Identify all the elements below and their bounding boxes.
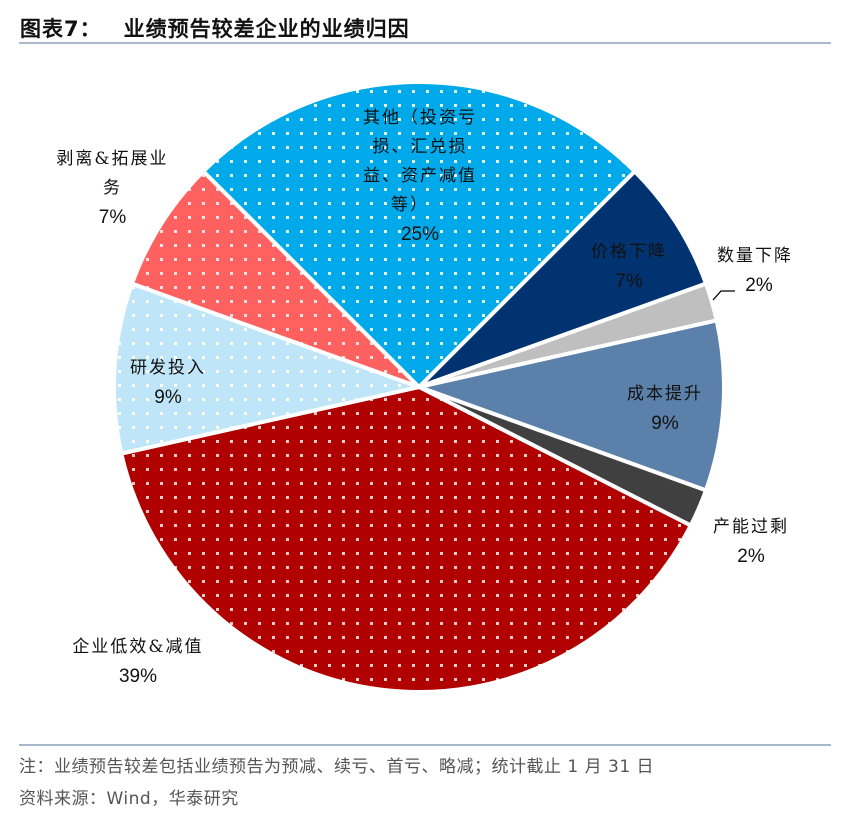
figure-title: 图表7： 业绩预告较差企业的业绩归因 xyxy=(20,13,410,43)
pie-slice xyxy=(417,318,726,493)
label-pct: 2% xyxy=(737,546,765,567)
pie-slices xyxy=(112,80,726,694)
label-pct: 2% xyxy=(745,275,773,296)
label-overcapacity: 产能过剩 2% xyxy=(696,513,806,571)
label-volume-decline: 数量下降 2% xyxy=(700,242,810,300)
label-text: 数量下降 xyxy=(717,246,793,266)
label-pct: 25% xyxy=(400,224,440,245)
label-text: 等） xyxy=(391,195,429,215)
pie-slice xyxy=(130,169,421,389)
label-text: 产能过剩 xyxy=(713,517,789,537)
figure-label: 图表7： xyxy=(20,17,102,41)
label-text: 务 xyxy=(103,178,122,198)
label-price-decline: 价格下降 7% xyxy=(570,238,688,296)
label-other: 其他（投资亏 损、汇兑损 益、资产减值 等） 25% xyxy=(340,104,500,249)
label-pct: 9% xyxy=(154,387,182,408)
label-text: 成本提升 xyxy=(627,384,703,404)
label-cost-increase: 成本提升 9% xyxy=(610,380,720,438)
pie-slice xyxy=(119,385,693,694)
leader-line xyxy=(712,290,735,301)
title-divider xyxy=(19,42,831,44)
label-text: 损、汇兑损 xyxy=(372,137,468,157)
label-divestiture: 剥离&拓展业 务 7% xyxy=(40,145,185,232)
label-text: 其他（投资亏 xyxy=(363,108,477,128)
label-text: 益、资产减值 xyxy=(363,166,477,186)
label-text: 研发投入 xyxy=(130,358,206,378)
label-inefficiency: 企业低效&减值 39% xyxy=(48,633,228,691)
label-rnd: 研发投入 9% xyxy=(112,354,224,412)
figure-title-text: 业绩预告较差企业的业绩归因 xyxy=(123,17,410,41)
label-text: 企业低效&减值 xyxy=(72,637,204,657)
label-text: 剥离&拓展业 xyxy=(56,149,169,169)
source-note: 资料来源：Wind，华泰研究 xyxy=(19,789,239,809)
footnote: 注：业绩预告较差包括业绩预告为预减、续亏、首亏、略减；统计截止 1 月 31 日 xyxy=(19,757,655,777)
label-pct: 9% xyxy=(651,413,679,434)
label-text: 价格下降 xyxy=(591,242,667,262)
label-pct: 7% xyxy=(98,207,127,228)
pie-slice xyxy=(201,80,637,389)
label-pct: 39% xyxy=(118,666,158,687)
footer-divider xyxy=(19,744,831,746)
label-pct: 7% xyxy=(615,271,643,292)
pie-slice xyxy=(112,281,421,456)
pie-slice xyxy=(417,169,708,389)
